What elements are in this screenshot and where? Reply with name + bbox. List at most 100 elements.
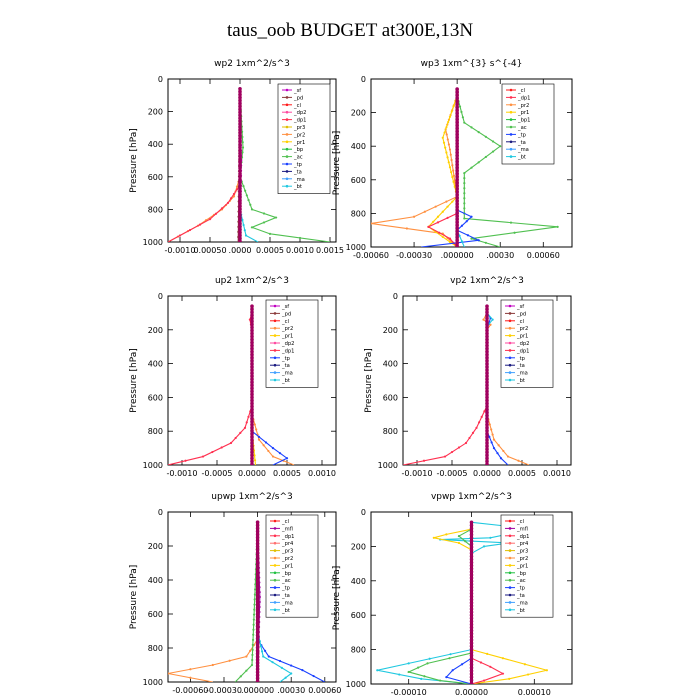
- legend-marker: [273, 534, 277, 538]
- series-marker: [420, 677, 423, 680]
- legend-marker: [273, 519, 277, 523]
- y-axis-label: Pressure [hPa]: [129, 348, 139, 413]
- total-profile-marker: [250, 383, 254, 388]
- total-profile-marker: [250, 334, 254, 339]
- total-profile-marker: [238, 148, 242, 153]
- total-profile-marker: [238, 163, 242, 167]
- series-marker: [478, 421, 481, 424]
- total-profile-marker: [469, 678, 474, 683]
- y-tick-label: 200: [148, 108, 163, 117]
- series-marker: [249, 203, 252, 206]
- series-marker: [446, 138, 449, 141]
- legend-label: _pd: [293, 95, 303, 101]
- series-marker: [465, 220, 468, 223]
- total-profile-marker: [455, 138, 459, 143]
- total-profile-marker: [485, 392, 489, 397]
- series-marker: [241, 135, 244, 139]
- legend-marker: [508, 534, 512, 538]
- y-tick-label: 0: [361, 75, 366, 84]
- total-profile-marker: [238, 139, 242, 144]
- series-marker: [447, 143, 450, 146]
- series-marker: [463, 202, 466, 205]
- legend-marker: [508, 356, 512, 360]
- series-marker: [491, 433, 494, 436]
- total-profile-marker: [485, 334, 489, 339]
- y-axis-label: Pressure [hPa]: [332, 566, 342, 631]
- legend-marker: [273, 334, 277, 337]
- series-marker: [491, 140, 495, 143]
- series-marker: [262, 444, 265, 447]
- series-marker: [252, 618, 255, 621]
- total-profile-marker: [485, 374, 489, 378]
- legend-marker: [285, 125, 289, 129]
- total-profile-marker: [469, 625, 474, 630]
- total-profile-marker: [469, 616, 474, 621]
- series-marker: [491, 150, 495, 153]
- panel-4: vp2 1xm^2/s^3 Pressure [hPa] 0 200 400 600 800…: [364, 276, 572, 478]
- series-marker: [517, 459, 520, 462]
- total-profile-marker: [469, 669, 474, 673]
- legend: _cl_mfl_dp1_pr4_pr3_pr2_pr1_bp_ac_tp_ta_…: [500, 514, 554, 618]
- y-tick-label: 400: [148, 360, 163, 369]
- series-marker: [477, 130, 480, 134]
- total-profile-marker: [455, 190, 459, 194]
- legend-label: _sf: [516, 304, 524, 310]
- series-marker: [249, 649, 252, 652]
- legend-label: _dp1: [281, 348, 294, 354]
- x-tick-label: 0.00010: [518, 688, 551, 697]
- series-marker: [482, 545, 486, 548]
- total-profile-marker: [238, 145, 242, 150]
- total-profile-marker: [250, 456, 254, 461]
- legend-label: _ma: [516, 600, 528, 606]
- total-profile-marker: [238, 119, 242, 123]
- total-profile-marker: [238, 142, 242, 147]
- series-marker: [446, 205, 449, 208]
- total-profile-marker: [455, 99, 459, 103]
- legend-label: _pr1: [516, 334, 528, 340]
- series-marker: [398, 673, 401, 676]
- legend-label: _tp: [517, 132, 527, 138]
- total-profile-marker: [455, 168, 459, 173]
- y-tick-label: 800: [148, 205, 163, 214]
- total-profile-marker: [250, 426, 254, 430]
- legend-label: _bt: [516, 378, 525, 384]
- total-profile-marker: [255, 563, 260, 567]
- series-marker: [407, 662, 410, 665]
- total-profile-marker: [238, 113, 242, 117]
- total-profile-marker: [255, 532, 260, 537]
- total-profile-marker: [255, 676, 260, 681]
- x-tick-label: 0.0000: [473, 469, 501, 478]
- series-marker: [434, 205, 437, 208]
- legend-label: _ma: [293, 177, 305, 183]
- total-profile-marker: [469, 619, 474, 624]
- y-tick-label: 600: [351, 176, 366, 185]
- total-profile-marker: [255, 523, 260, 528]
- total-profile-marker: [455, 178, 459, 182]
- y-tick-label: 400: [351, 577, 366, 586]
- total-profile-marker: [455, 117, 459, 122]
- legend-marker: [273, 312, 277, 315]
- series-marker: [208, 218, 212, 221]
- total-profile-marker: [469, 554, 474, 559]
- legend-marker: [273, 356, 277, 360]
- legend-label: _pd: [516, 311, 526, 317]
- x-tick-label: .000000: [441, 251, 474, 260]
- total-profile-marker: [469, 551, 474, 556]
- plot-frame: [370, 78, 573, 248]
- total-profile-marker: [469, 545, 474, 549]
- series-marker: [483, 410, 486, 413]
- total-profile-marker: [455, 211, 459, 215]
- series-marker: [244, 189, 247, 192]
- y-tick-label: 1000: [346, 680, 366, 689]
- series-marker: [460, 240, 464, 243]
- total-profile-marker: [455, 132, 459, 137]
- series-marker: [253, 454, 256, 457]
- panel-2: wp3 1xm^{3} s^{-4} Pressure [hPa] 0 200 400 6…: [332, 59, 573, 260]
- series-marker: [184, 459, 187, 462]
- total-profile-marker: [255, 633, 260, 638]
- series-marker: [253, 603, 256, 606]
- legend-marker: [273, 541, 277, 545]
- series-line_dp1: [403, 312, 488, 465]
- series-marker: [442, 141, 446, 144]
- x-tick-label: -0.00030: [396, 251, 432, 260]
